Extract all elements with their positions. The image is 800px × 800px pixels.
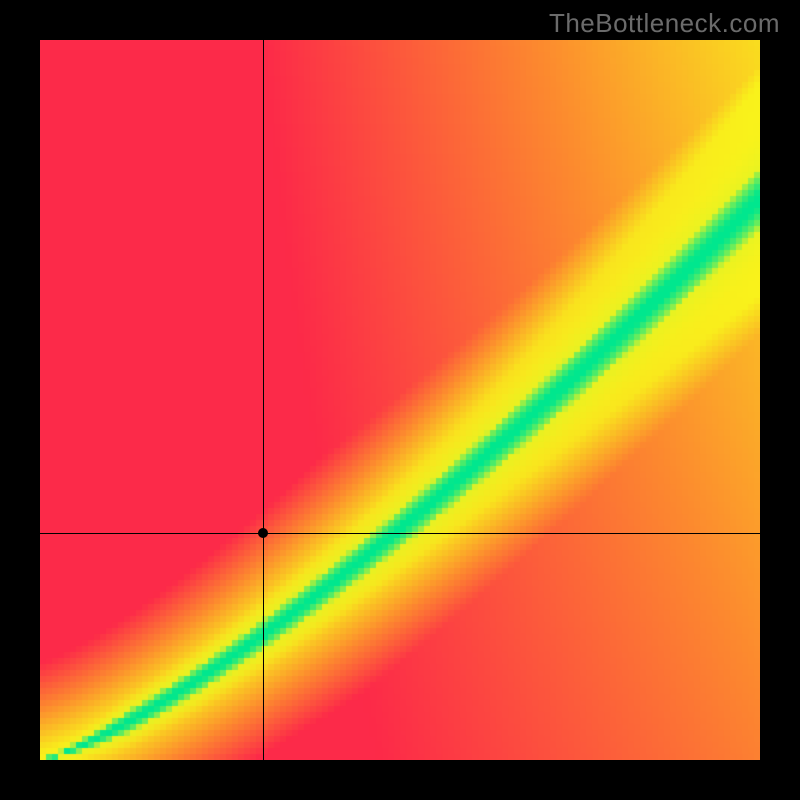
crosshair-vertical <box>263 40 264 760</box>
heatmap-canvas <box>40 40 760 760</box>
marker-point <box>258 528 268 538</box>
crosshair-horizontal <box>40 533 760 534</box>
watermark-text: TheBottleneck.com <box>549 8 780 39</box>
plot-area <box>40 40 760 760</box>
